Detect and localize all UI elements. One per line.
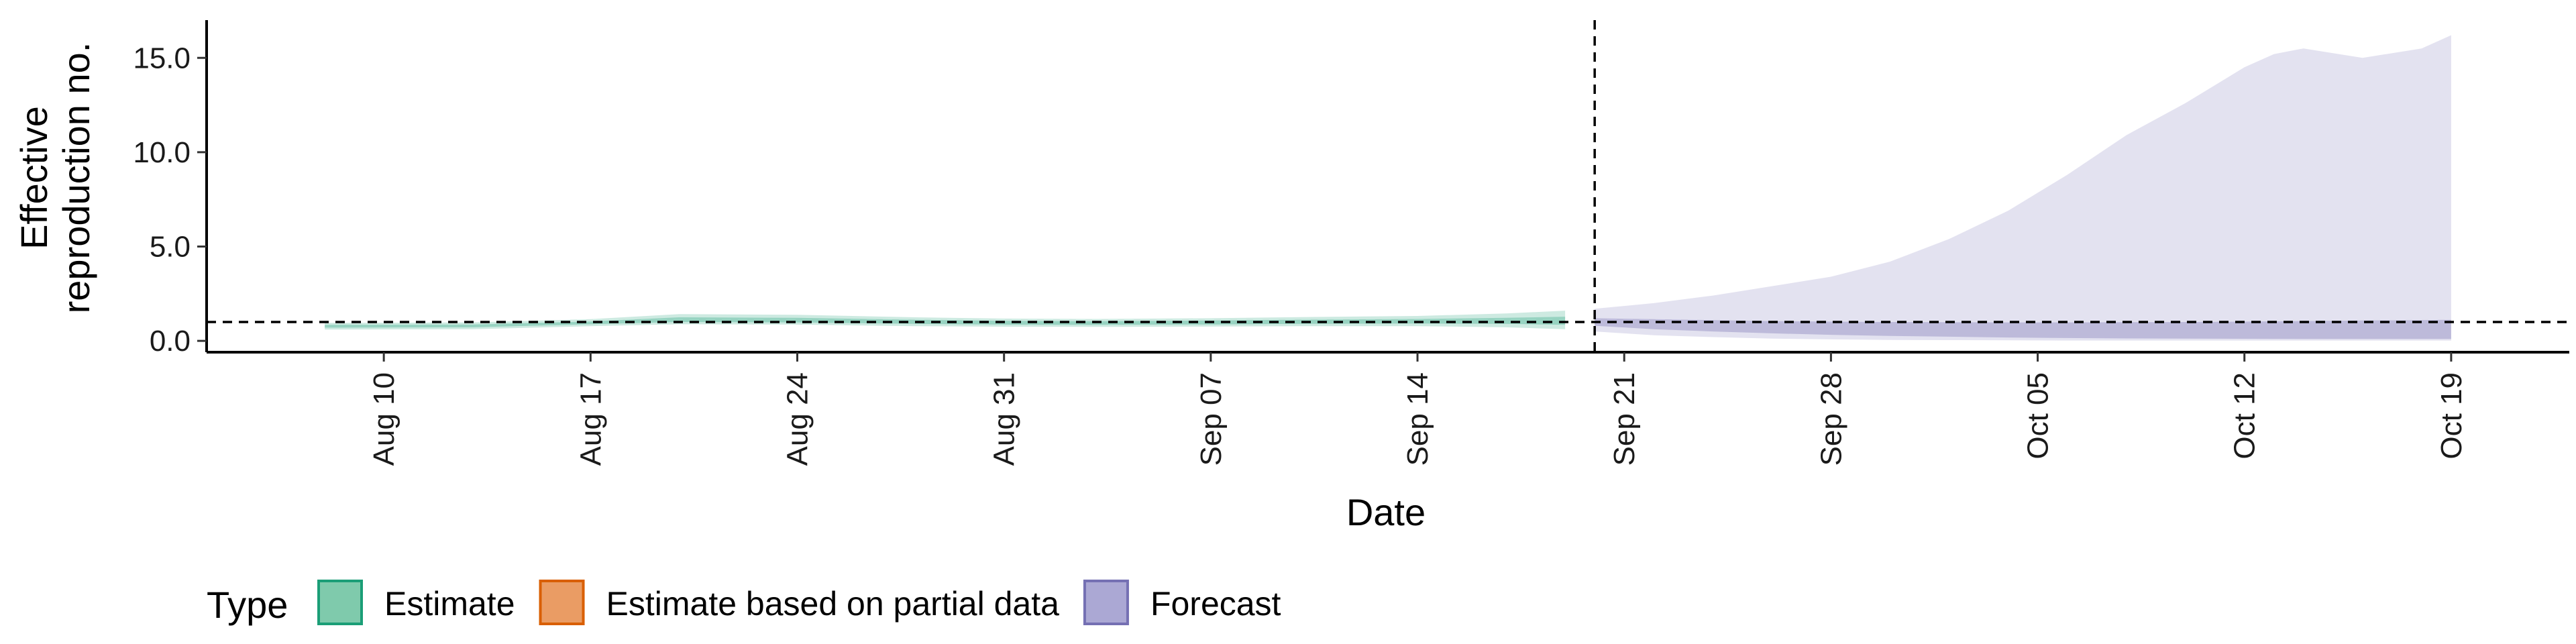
legend-title: Type [207, 584, 288, 626]
x-tick-label: Sep 28 [1815, 372, 1847, 466]
x-tick-label: Oct 05 [2022, 372, 2055, 460]
band-forecast-1 [1595, 318, 2451, 339]
band-estimate-1 [325, 317, 1566, 328]
y-tick-label: 5.0 [150, 231, 191, 264]
legend-key-estimate-based-on-partial-data [539, 580, 585, 625]
x-tick-label: Oct 19 [2435, 372, 2468, 460]
legend-label: Estimate [384, 585, 515, 623]
reference-lines [207, 20, 2569, 352]
x-ticks: Aug 10 Aug 17 Aug 24 Aug 31 Sep 07 Sep 14 Sep … [368, 352, 2468, 466]
legend-key-forecast [1083, 580, 1129, 625]
x-tick-label: Sep 07 [1195, 372, 1228, 466]
x-tick-label: Aug 17 [574, 372, 607, 466]
y-tick-label: 10.0 [133, 136, 191, 169]
legend-label: Forecast [1150, 585, 1281, 623]
x-tick-label: Aug 24 [782, 372, 814, 466]
x-tick-label: Aug 10 [368, 372, 400, 466]
bands-layer [325, 35, 2451, 341]
x-tick-label: Aug 31 [988, 372, 1021, 466]
legend-key-estimate [317, 580, 363, 625]
y-tick-label: 0.0 [150, 325, 191, 358]
y-axis-title-line-1: Effective [13, 106, 55, 250]
y-tick-label: 15.0 [133, 42, 191, 74]
y-axis-title-line-2: reproduction no. [55, 42, 97, 314]
x-tick-label: Oct 12 [2229, 372, 2261, 460]
x-axis-title: Date [1346, 491, 1426, 533]
band-estimate-0 [325, 311, 1566, 330]
legend-label: Estimate based on partial data [606, 585, 1060, 623]
x-tick-label: Sep 21 [1608, 372, 1641, 466]
legend: Type Estimate Estimate based on partial d… [207, 580, 1281, 626]
y-ticks: 0.0 5.0 10.0 15.0 [133, 42, 207, 358]
axes [205, 20, 2569, 354]
legend-entries: Estimate Estimate based on partial data Fo… [317, 580, 1281, 625]
band-forecast-0 [1595, 35, 2451, 341]
x-tick-label: Sep 14 [1401, 372, 1434, 466]
